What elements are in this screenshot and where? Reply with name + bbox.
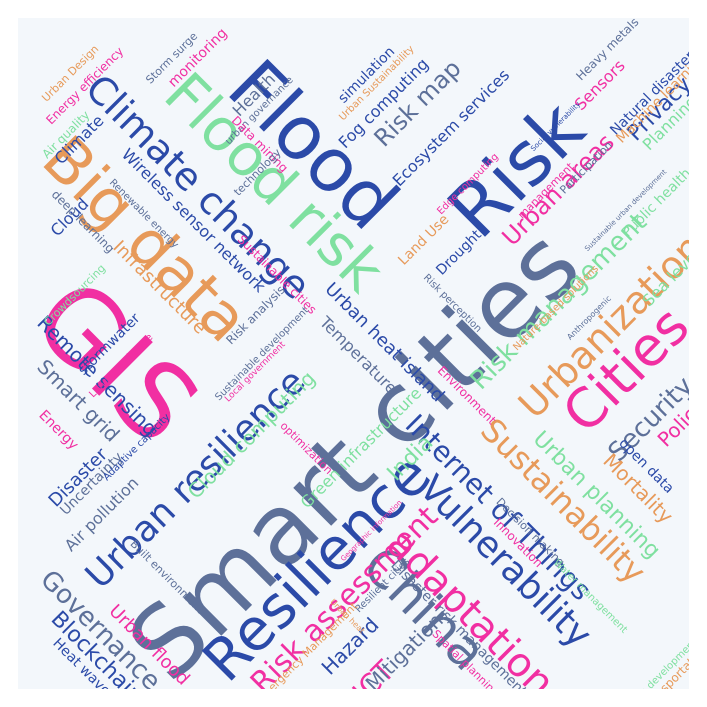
word-energy: Energy (35, 407, 82, 454)
word-cloud: Smart cities GIS Flood Risk Big data Flo… (18, 18, 689, 689)
